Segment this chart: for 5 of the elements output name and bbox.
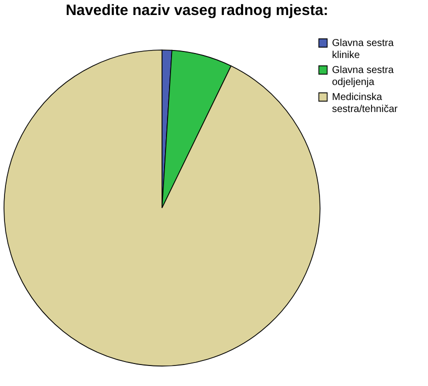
pie-slice xyxy=(4,50,320,366)
chart-title: Navedite naziv vaseg radnog mjesta: xyxy=(66,2,328,19)
legend-label: Glavna sestra klinike xyxy=(332,38,394,61)
legend-label: Glavna sestra odjeljenja xyxy=(332,65,394,88)
legend-label: Medicinska sestra/tehničar xyxy=(332,92,398,115)
